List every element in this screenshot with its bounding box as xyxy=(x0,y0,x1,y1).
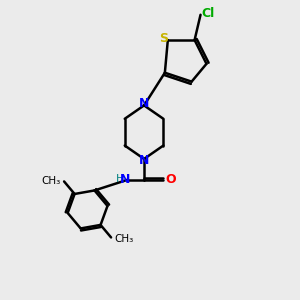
Text: N: N xyxy=(139,98,149,110)
Text: S: S xyxy=(159,32,168,45)
Text: CH₃: CH₃ xyxy=(114,234,133,244)
Text: O: O xyxy=(166,173,176,186)
Text: N: N xyxy=(139,154,149,167)
Text: Cl: Cl xyxy=(201,7,214,20)
Text: N: N xyxy=(120,172,131,186)
Text: CH₃: CH₃ xyxy=(42,176,61,186)
Text: H: H xyxy=(116,174,125,184)
